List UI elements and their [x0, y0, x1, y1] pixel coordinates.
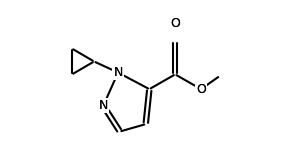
Text: O: O — [170, 17, 180, 30]
Text: N: N — [113, 66, 123, 79]
Text: O: O — [196, 83, 206, 96]
Text: N: N — [113, 66, 123, 79]
Text: O: O — [196, 83, 206, 96]
Text: O: O — [196, 83, 206, 96]
Text: N: N — [99, 99, 108, 112]
Text: O: O — [170, 17, 180, 30]
Text: N: N — [113, 66, 123, 79]
Text: N: N — [99, 99, 108, 112]
Text: N: N — [99, 99, 108, 112]
Text: O: O — [170, 17, 180, 30]
